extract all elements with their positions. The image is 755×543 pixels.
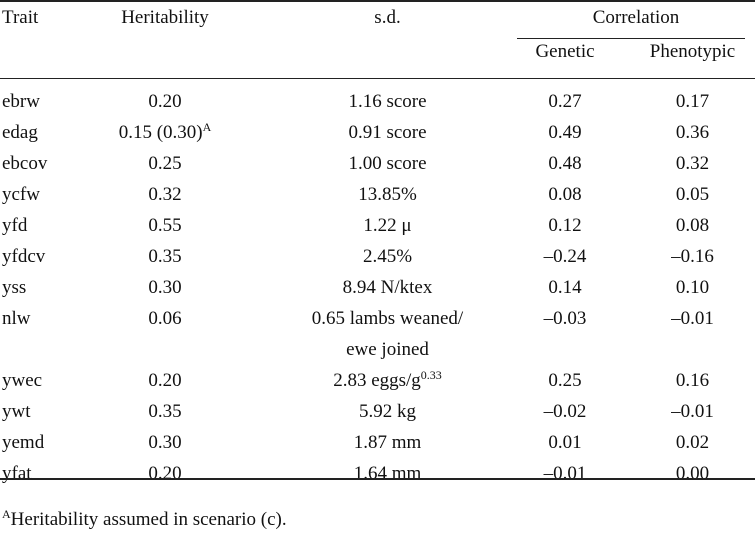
cell-heritability: 0.25 — [148, 153, 182, 174]
cell-genetic: 0.14 — [548, 277, 582, 298]
cell-genetic: 0.08 — [548, 184, 582, 205]
cell-trait: yemd — [2, 432, 45, 453]
cell-phenotypic: 0.05 — [675, 184, 710, 205]
heritability-superscript: A — [202, 120, 212, 134]
cell-phenotypic: –0.16 — [671, 246, 714, 267]
cell-phenotypic: 0.02 — [675, 432, 710, 453]
cell-phenotypic: –0.01 — [671, 401, 714, 422]
table-footnote: AHeritability assumed in scenario (c). — [2, 508, 287, 532]
cell-heritability: 0.32 — [148, 184, 182, 205]
cell-trait: edag — [2, 122, 38, 143]
cell-heritability: 0.55 — [148, 215, 182, 236]
header-heritability: Heritability — [121, 7, 209, 28]
cell-genetic: –0.02 — [543, 401, 587, 422]
cell-phenotypic: 0.16 — [675, 370, 710, 391]
cell-heritability: 0.35 — [148, 401, 182, 422]
table-top-rule — [0, 0, 755, 2]
cell-trait: ebcov — [2, 153, 48, 174]
cell-trait: yfat — [2, 463, 32, 484]
correlation-rule — [517, 38, 745, 39]
header-phenotypic: Phenotypic — [649, 41, 736, 62]
cell-phenotypic: 0.32 — [675, 153, 710, 174]
sd-superscript: 0.33 — [420, 368, 442, 382]
cell-phenotypic: 0.36 — [675, 122, 710, 143]
cell-sd-line2: ewe joined — [346, 339, 429, 360]
cell-trait: ycfw — [2, 184, 40, 205]
cell-genetic: 0.48 — [548, 153, 582, 174]
cell-genetic: –0.24 — [543, 246, 587, 267]
cell-phenotypic: 0.10 — [675, 277, 710, 298]
cell-sd: 2.45% — [362, 246, 413, 267]
cell-heritability: 0.15 (0.30)A — [118, 120, 212, 143]
header-sd: s.d. — [374, 7, 401, 28]
cell-heritability: 0.20 — [148, 370, 182, 391]
footnote-text: Heritability assumed in scenario (c). — [10, 509, 287, 530]
cell-trait: yfd — [2, 215, 28, 236]
cell-genetic: –0.01 — [543, 463, 587, 484]
cell-trait: nlw — [2, 308, 31, 329]
cell-sd: 1.64 mm — [353, 463, 422, 484]
header-trait: Trait — [2, 7, 39, 28]
cell-trait: yss — [2, 277, 27, 298]
cell-sd: 1.00 score — [348, 153, 427, 174]
cell-genetic: 0.25 — [548, 370, 582, 391]
cell-sd: 1.16 score — [348, 91, 427, 112]
cell-sd: 13.85% — [358, 184, 417, 205]
cell-genetic: 0.12 — [548, 215, 582, 236]
cell-sd: 5.92 kg — [359, 401, 416, 422]
header-genetic: Genetic — [535, 41, 595, 62]
cell-sd: 0.91 score — [348, 122, 427, 143]
header-correlation: Correlation — [592, 7, 680, 28]
table-header-rule — [0, 78, 755, 79]
footnote-marker: A — [2, 507, 11, 521]
cell-trait: ywec — [2, 370, 43, 391]
cell-phenotypic: 0.17 — [675, 91, 710, 112]
cell-trait: yfdcv — [2, 246, 46, 267]
cell-sd: 1.87 mm — [353, 432, 422, 453]
cell-heritability: 0.35 — [148, 246, 182, 267]
cell-heritability: 0.06 — [148, 308, 182, 329]
cell-genetic: 0.01 — [548, 432, 582, 453]
cell-phenotypic: –0.01 — [671, 308, 714, 329]
cell-sd: 2.83 eggs/g0.33 — [333, 368, 442, 391]
cell-genetic: –0.03 — [543, 308, 587, 329]
cell-sd: 8.94 N/ktex — [342, 277, 433, 298]
cell-trait: ebrw — [2, 91, 40, 112]
cell-genetic: 0.49 — [548, 122, 582, 143]
cell-phenotypic: 0.00 — [675, 463, 710, 484]
cell-heritability: 0.20 — [148, 91, 182, 112]
cell-phenotypic: 0.08 — [675, 215, 710, 236]
cell-sd: 0.65 lambs weaned/ — [311, 308, 464, 329]
cell-heritability: 0.30 — [148, 277, 182, 298]
table-bottom-rule — [0, 478, 755, 480]
cell-trait: ywt — [2, 401, 31, 422]
cell-genetic: 0.27 — [548, 91, 582, 112]
cell-heritability: 0.30 — [148, 432, 182, 453]
cell-sd: 1.22 μ — [363, 215, 412, 236]
cell-heritability: 0.20 — [148, 463, 182, 484]
